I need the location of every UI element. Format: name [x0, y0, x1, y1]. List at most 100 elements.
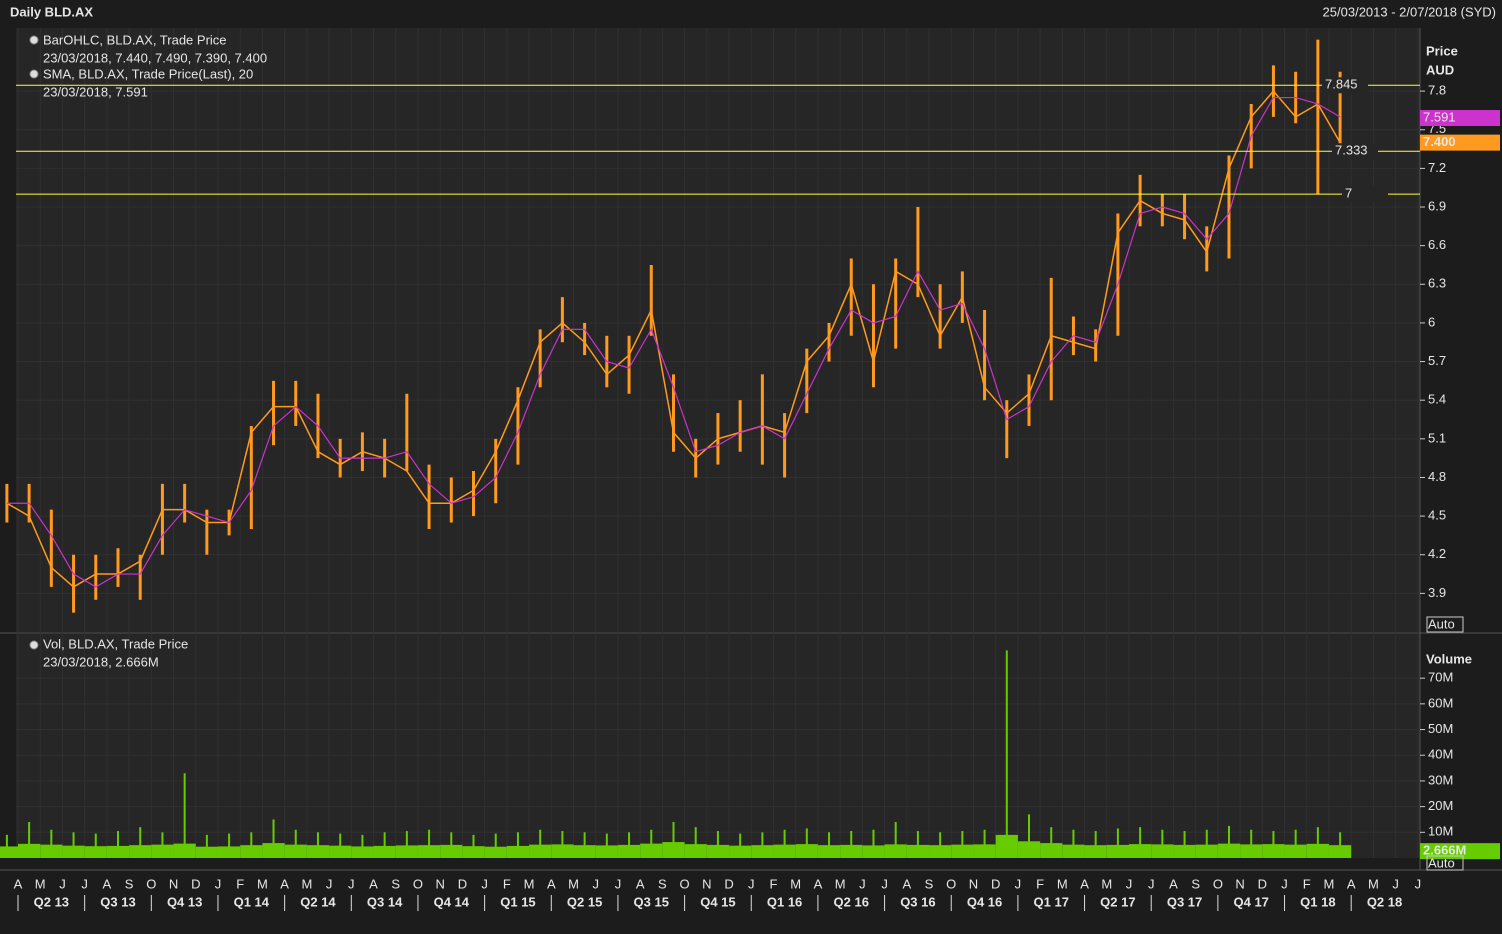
x-month-label: D — [191, 876, 200, 891]
x-month-label: F — [1303, 876, 1311, 891]
x-month-label: F — [236, 876, 244, 891]
legend-name: SMA, BLD.AX, Trade Price(Last), 20 — [43, 66, 253, 81]
legend-detail: 23/03/2018, 7.591 — [43, 84, 148, 99]
x-month-label: A — [547, 876, 556, 891]
price-pane — [16, 28, 1420, 632]
x-month-label: J — [59, 876, 66, 891]
legend-icon — [29, 640, 39, 650]
y-tick-label: 20M — [1428, 798, 1453, 813]
auto-button[interactable] — [1426, 616, 1464, 633]
x-quarter-label: Q3 14 — [367, 894, 403, 909]
x-month-label: S — [1191, 876, 1200, 891]
x-quarter-label: Q1 17 — [1034, 894, 1069, 909]
y-tick-label: 5.4 — [1428, 392, 1446, 407]
x-month-label: J — [1148, 876, 1155, 891]
y-tick-label: 10M — [1428, 824, 1453, 839]
x-month-label: J — [1126, 876, 1133, 891]
x-month-label: D — [724, 876, 733, 891]
x-month-label: N — [969, 876, 978, 891]
volume-axis-title: Volume — [1426, 651, 1472, 666]
x-quarter-label: Q4 15 — [700, 894, 735, 909]
x-month-label: N — [435, 876, 444, 891]
x-month-label: O — [146, 876, 156, 891]
price-axis-unit: AUD — [1426, 62, 1454, 77]
x-month-label: M — [790, 876, 801, 891]
y-tick-label: 50M — [1428, 721, 1453, 736]
x-quarter-label: Q4 13 — [167, 894, 202, 909]
x-month-label: J — [348, 876, 355, 891]
x-quarter-label: Q2 15 — [567, 894, 602, 909]
y-tick-label: 70M — [1428, 670, 1453, 685]
x-month-label: S — [658, 876, 667, 891]
x-quarter-label: Q4 17 — [1233, 894, 1268, 909]
last-tag — [1420, 134, 1500, 151]
auto-button[interactable] — [1426, 855, 1464, 871]
level-label: 7 — [1345, 186, 1352, 201]
x-month-label: A — [1347, 876, 1356, 891]
x-month-label: M — [35, 876, 46, 891]
x-month-label: A — [636, 876, 645, 891]
y-tick-label: 5.7 — [1428, 353, 1446, 368]
x-month-label: S — [925, 876, 934, 891]
x-quarter-label: Q2 18 — [1367, 894, 1402, 909]
x-month-label: M — [1368, 876, 1379, 891]
x-month-label: A — [103, 876, 112, 891]
x-month-label: D — [1258, 876, 1267, 891]
y-tick-label: 3.9 — [1428, 585, 1446, 600]
x-month-label: J — [748, 876, 755, 891]
auto-button-label: Auto — [1428, 616, 1455, 631]
x-month-label: A — [1080, 876, 1089, 891]
x-month-label: M — [257, 876, 268, 891]
x-month-label: N — [1235, 876, 1244, 891]
x-month-label: J — [881, 876, 888, 891]
x-month-label: O — [413, 876, 423, 891]
y-tick-label: 4.8 — [1428, 469, 1446, 484]
legend-detail: 23/03/2018, 2.666M — [43, 654, 159, 669]
chart-title: Daily BLD.AX — [10, 4, 93, 19]
legend-icon — [29, 69, 39, 79]
legend-icon — [29, 35, 39, 45]
x-quarter-label: Q3 17 — [1167, 894, 1202, 909]
level-label-bg — [1332, 143, 1378, 160]
x-month-label: S — [391, 876, 400, 891]
x-month-label: S — [125, 876, 134, 891]
x-month-label: J — [215, 876, 222, 891]
x-month-label: J — [1392, 876, 1399, 891]
y-tick-label: 6.3 — [1428, 276, 1446, 291]
x-quarter-label: Q3 13 — [100, 894, 135, 909]
x-quarter-label: Q2 17 — [1100, 894, 1135, 909]
x-quarter-label: Q1 14 — [234, 894, 270, 909]
x-month-label: M — [1324, 876, 1335, 891]
sma-line — [6, 96, 1341, 588]
last-tag — [1420, 843, 1500, 860]
x-month-label: J — [615, 876, 622, 891]
x-month-label: A — [1169, 876, 1178, 891]
x-month-label: J — [326, 876, 333, 891]
legend-name: BarOHLC, BLD.AX, Trade Price — [43, 32, 227, 47]
price-axis-title: Price — [1426, 43, 1458, 58]
x-month-label: D — [991, 876, 1000, 891]
y-tick-label: 60M — [1428, 695, 1453, 710]
last-tag-label: 2.666M — [1423, 843, 1466, 858]
x-month-label: M — [524, 876, 535, 891]
x-month-label: M — [835, 876, 846, 891]
x-quarter-label: Q2 13 — [34, 894, 69, 909]
x-month-label: J — [1415, 876, 1422, 891]
x-quarter-label: Q1 18 — [1300, 894, 1335, 909]
level-label: 7.845 — [1325, 77, 1358, 92]
x-month-label: A — [814, 876, 823, 891]
x-month-label: N — [702, 876, 711, 891]
x-month-label: A — [369, 876, 378, 891]
x-month-label: O — [680, 876, 690, 891]
y-tick-label: 40M — [1428, 747, 1453, 762]
x-quarter-label: Q1 15 — [500, 894, 535, 909]
y-tick-label: 5.1 — [1428, 430, 1446, 445]
y-tick-label: 30M — [1428, 772, 1453, 787]
volume-bar — [0, 846, 18, 858]
x-month-label: J — [81, 876, 88, 891]
x-month-label: F — [770, 876, 778, 891]
x-month-label: D — [458, 876, 467, 891]
x-month-label: J — [1015, 876, 1022, 891]
x-month-label: M — [301, 876, 312, 891]
